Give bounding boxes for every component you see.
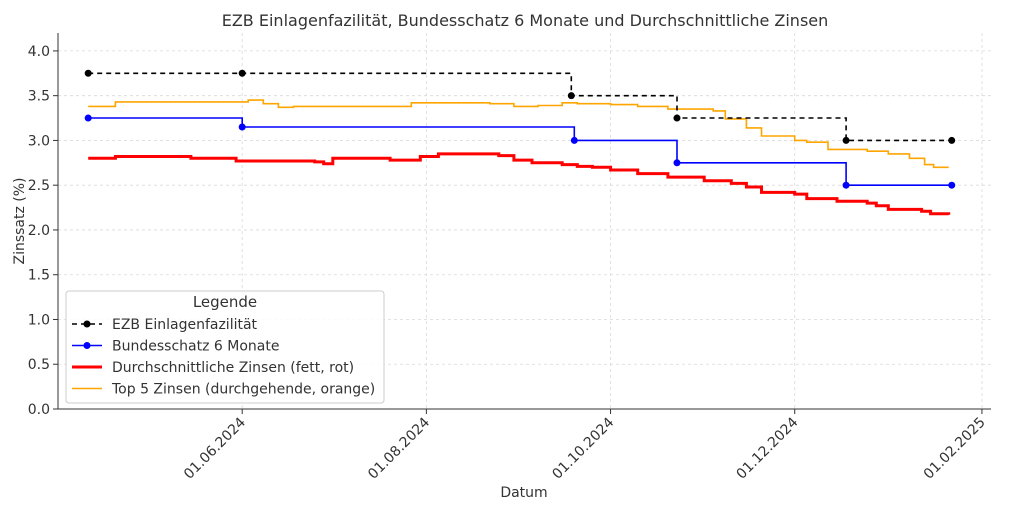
legend-swatch-dot xyxy=(76,365,80,369)
y-tick-label: 4.0 xyxy=(28,44,50,60)
series-1 xyxy=(84,114,956,189)
legend: Legende EZB Einlagenfazilität Bundesschat… xyxy=(65,290,385,404)
series-0 xyxy=(84,69,956,144)
y-tick-label: 1.0 xyxy=(28,312,50,328)
data-point xyxy=(673,159,681,167)
series-line xyxy=(88,72,952,142)
data-point xyxy=(673,114,681,122)
legend-label: Durchschnittliche Zinsen (fett, rot) xyxy=(112,360,354,376)
y-axis-label: Zinssatz (%) xyxy=(12,177,28,264)
legend-box xyxy=(65,290,385,404)
legend-swatch-dot xyxy=(88,365,92,369)
data-point xyxy=(567,92,575,100)
series-3 xyxy=(88,99,949,169)
chart-title: EZB Einlagenfazilität, Bundesschatz 6 Mo… xyxy=(222,11,829,30)
legend-label: Bundesschatz 6 Monate xyxy=(112,339,279,355)
data-point xyxy=(84,69,92,77)
legend-title: Legende xyxy=(193,293,257,311)
y-tick-label: 3.5 xyxy=(28,89,50,105)
legend-swatch-marker xyxy=(83,342,91,349)
series-line xyxy=(88,152,951,216)
legend-label: Top 5 Zinsen (durchgehende, orange) xyxy=(111,382,375,398)
data-point xyxy=(948,136,956,144)
legend-swatch-dot xyxy=(94,365,98,369)
series-2 xyxy=(88,152,951,216)
data-point xyxy=(842,136,850,144)
series-line xyxy=(88,117,952,186)
y-tick-label: 2.0 xyxy=(28,223,50,239)
legend-swatch-marker xyxy=(83,320,91,328)
series xyxy=(84,69,956,216)
data-point xyxy=(238,69,246,77)
y-tick-label: 0.0 xyxy=(28,402,50,418)
series-line xyxy=(88,99,949,169)
y-ticks: 0.0 0.5 1.0 1.5 2.0 2.5 3.0 3.5 4.0 xyxy=(28,44,58,418)
y-tick-label: 3.0 xyxy=(28,133,50,149)
y-tick-label: 2.5 xyxy=(28,178,50,194)
data-point xyxy=(84,114,92,122)
y-tick-label: 0.5 xyxy=(28,357,50,373)
data-point xyxy=(238,123,246,131)
x-axis-label: Datum xyxy=(500,485,547,501)
legend-label: EZB Einlagenfazilität xyxy=(112,317,258,333)
data-point xyxy=(842,181,850,189)
data-point xyxy=(948,181,956,189)
data-point xyxy=(570,136,578,144)
legend-items: EZB Einlagenfazilität Bundesschatz 6 Mona… xyxy=(72,317,375,398)
y-tick-label: 1.5 xyxy=(28,268,50,284)
legend-swatch-dot xyxy=(82,365,86,369)
